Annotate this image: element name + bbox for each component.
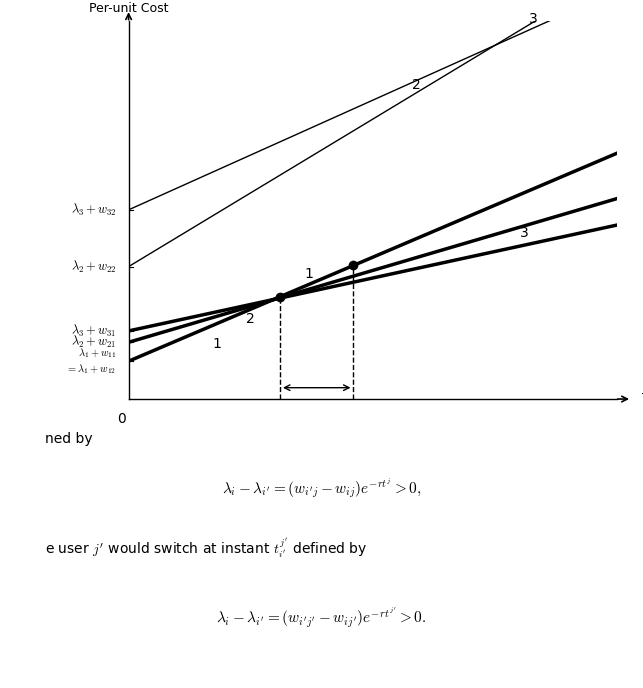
- Text: 3: 3: [520, 226, 529, 241]
- Text: $\lambda_3 + w_{32}$: $\lambda_3 + w_{32}$: [71, 202, 116, 218]
- Text: Time: Time: [642, 392, 643, 406]
- Text: $\lambda_i - \lambda_{i'} = (w_{i'j} - w_{ij})e^{-rt^j} > 0,$: $\lambda_i - \lambda_{i'} = (w_{i'j} - w…: [222, 476, 421, 500]
- Text: Per-unit Cost: Per-unit Cost: [89, 2, 168, 15]
- Text: 2: 2: [246, 312, 255, 326]
- Text: e user $j'$ would switch at instant $t^{j'}_{i'}$ defined by: e user $j'$ would switch at instant $t^{…: [45, 537, 368, 560]
- Text: 0: 0: [117, 412, 125, 427]
- Text: 2: 2: [412, 78, 421, 92]
- Text: $\lambda_2 + w_{22}$: $\lambda_2 + w_{22}$: [71, 259, 116, 275]
- Text: $\lambda_1 + w_{11}$
$= \lambda_1 + w_{12}$: $\lambda_1 + w_{11}$ $= \lambda_1 + w_{1…: [66, 347, 116, 376]
- Text: ned by: ned by: [45, 432, 93, 446]
- Text: 1: 1: [212, 337, 221, 351]
- Text: 1: 1: [305, 267, 313, 281]
- Text: $\lambda_i - \lambda_{i'} = (w_{i'j'} - w_{ij'})e^{-rt^{j'}} > 0.$: $\lambda_i - \lambda_{i'} = (w_{i'j'} - …: [216, 605, 427, 630]
- Text: $\lambda_2 + w_{21}$: $\lambda_2 + w_{21}$: [71, 334, 116, 350]
- Text: $\lambda_3 + w_{31}$: $\lambda_3 + w_{31}$: [71, 323, 116, 339]
- Text: 3: 3: [529, 12, 538, 26]
